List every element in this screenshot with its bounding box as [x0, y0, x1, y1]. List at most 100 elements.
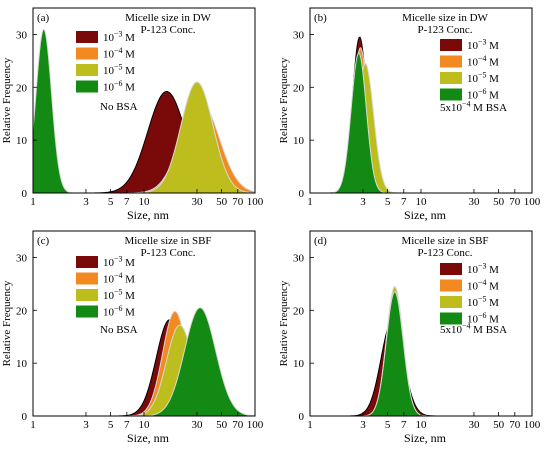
series-line-4: [310, 52, 532, 193]
x-tick-label: 70: [509, 196, 521, 208]
panel-label: (a): [37, 12, 50, 24]
series-line-4: [33, 28, 255, 193]
x-tick-label: 3: [83, 196, 89, 208]
x-tick-label: 3: [360, 196, 366, 208]
panel-label: (b): [314, 12, 327, 24]
x-tick-label: 70: [232, 419, 244, 431]
panel-title: Micelle size in SBF: [124, 235, 211, 247]
legend-label-4: 10−6 M: [103, 79, 135, 93]
y-tick-label: 30: [16, 252, 28, 264]
condition-label: 5x10−4 M BSA: [440, 322, 507, 336]
series-area-2: [310, 47, 532, 193]
legend-label-2: 10−4 M: [103, 46, 135, 60]
distribution-curves: [33, 28, 255, 193]
legend-label-1: 10−3 M: [103, 30, 135, 44]
y-tick-label: 30: [293, 29, 305, 41]
condition-label: No BSA: [100, 101, 138, 113]
legend-swatch-3: [76, 64, 98, 76]
x-axis-label: Size, nm: [404, 431, 447, 445]
legend-swatch-3: [440, 296, 462, 308]
panel-title: Micelle size in SBF: [401, 235, 488, 247]
panel-title: Micelle size in DW: [402, 12, 488, 24]
x-tick-label: 70: [232, 196, 244, 208]
y-tick-label: 0: [22, 411, 28, 423]
legend: 10−3 M 10−4 M 10−5 M 10−6 M: [76, 30, 135, 94]
y-tick-label: 10: [293, 135, 305, 147]
x-axis-label: Size, nm: [127, 431, 170, 445]
legend-swatch-1: [76, 31, 98, 43]
series-area-4: [310, 53, 532, 193]
legend-label-3: 10−5 M: [467, 295, 499, 309]
x-tick-label: 100: [524, 419, 541, 431]
legend: 10−3 M 10−4 M 10−5 M 10−6 M: [440, 38, 499, 102]
legend-label-2: 10−4 M: [103, 271, 135, 285]
y-tick-label: 20: [293, 305, 305, 317]
legend-label-1: 10−3 M: [103, 255, 135, 269]
panel-d: 1 3 5 7 10 30 50 70 100 0 10 20 30 Size, nm Relative F…: [278, 230, 541, 445]
y-tick-label: 20: [16, 82, 28, 94]
x-tick-label: 10: [139, 196, 151, 208]
x-axis-label: Size, nm: [404, 208, 447, 222]
x-tick-label: 7: [124, 419, 130, 431]
y-axis-label: Relative Frequency: [278, 57, 290, 143]
y-axis-label: Relative Frequency: [278, 280, 290, 366]
x-tick-label: 5: [108, 196, 114, 208]
y-tick-label: 0: [22, 188, 28, 200]
legend: 10−3 M 10−4 M 10−5 M 10−6 M: [76, 255, 135, 319]
series-line-4: [310, 291, 532, 416]
y-tick-label: 10: [16, 358, 28, 370]
y-axis-label: Relative Frequency: [1, 280, 13, 366]
legend: 10−3 M 10−4 M 10−5 M 10−6 M: [440, 262, 499, 326]
y-tick-label: 30: [16, 29, 28, 41]
legend-label-3: 10−5 M: [103, 63, 135, 77]
x-tick-label: 1: [307, 419, 313, 431]
panel-title: Micelle size in DW: [125, 12, 211, 24]
y-tick-label: 10: [16, 135, 28, 147]
legend-swatch-2: [440, 55, 462, 68]
x-tick-label: 10: [416, 196, 428, 208]
legend-label-1: 10−3 M: [467, 262, 499, 276]
x-tick-label: 7: [401, 419, 407, 431]
legend-label-4: 10−6 M: [467, 311, 499, 325]
series-area-4: [33, 29, 255, 193]
x-tick-label: 100: [247, 196, 264, 208]
y-tick-label: 20: [293, 82, 305, 94]
x-tick-label: 50: [216, 196, 228, 208]
legend-swatch-4: [76, 305, 98, 318]
legend-label-2: 10−4 M: [467, 278, 499, 292]
x-tick-label: 100: [524, 196, 541, 208]
x-tick-label: 100: [247, 419, 264, 431]
x-tick-label: 70: [509, 419, 521, 431]
series-area-3: [33, 82, 255, 193]
legend-swatch-4: [76, 80, 98, 93]
x-tick-label: 5: [108, 419, 114, 431]
y-tick-label: 0: [299, 188, 305, 200]
panel-label: (c): [37, 235, 50, 247]
y-tick-label: 30: [293, 252, 305, 264]
x-tick-label: 10: [416, 419, 428, 431]
x-tick-label: 50: [493, 196, 505, 208]
x-tick-label: 7: [401, 196, 407, 208]
x-tick-label: 50: [216, 419, 228, 431]
series-area-4: [310, 291, 532, 416]
x-tick-label: 30: [191, 196, 203, 208]
series-area-1: [33, 91, 255, 193]
condition-label: No BSA: [100, 324, 138, 336]
y-axis-label: Relative Frequency: [1, 57, 13, 143]
legend-label-3: 10−5 M: [467, 71, 499, 85]
panel-subtitle: P-123 Conc.: [141, 24, 196, 36]
panel-label: (d): [314, 235, 327, 247]
legend-label-3: 10−5 M: [103, 288, 135, 302]
series-area-4: [33, 307, 255, 416]
legend-swatch-1: [76, 256, 98, 268]
x-tick-label: 30: [468, 196, 480, 208]
panel-b: 1 3 5 7 10 30 50 70 100 0 10 20 30 Size, nm Relative F…: [278, 7, 541, 222]
x-tick-label: 5: [385, 196, 391, 208]
x-tick-label: 3: [360, 419, 366, 431]
legend-swatch-3: [440, 72, 462, 84]
y-tick-label: 0: [299, 411, 305, 423]
legend-label-4: 10−6 M: [103, 304, 135, 318]
x-tick-label: 5: [385, 419, 391, 431]
x-tick-label: 30: [468, 419, 480, 431]
legend-swatch-2: [440, 279, 462, 292]
